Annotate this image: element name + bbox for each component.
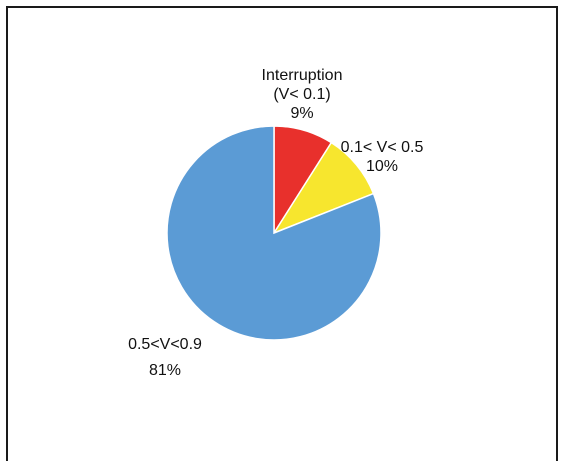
slice-percent-sag-deep: 10% xyxy=(365,158,399,175)
slice-percent-sag-shallow: 81% xyxy=(148,362,182,379)
slice-label-sag-shallow: 0.5<V<0.9 81% xyxy=(100,332,230,384)
slice-label-sag-deep: 0.1< V< 0.5 10% xyxy=(322,138,442,176)
slice-label-interruption: Interruption (V< 0.1) 9% xyxy=(232,66,372,123)
slice-label-interruption-line1: Interruption xyxy=(261,67,343,84)
pie-slice-sag-shallow xyxy=(166,125,382,341)
slice-percent-interruption: 9% xyxy=(290,105,314,122)
slice-label-sag-shallow-line1: 0.5<V<0.9 xyxy=(128,336,202,353)
slice-label-interruption-line2: (V< 0.1) xyxy=(273,86,331,103)
slice-label-sag-deep-line1: 0.1< V< 0.5 xyxy=(340,139,424,156)
